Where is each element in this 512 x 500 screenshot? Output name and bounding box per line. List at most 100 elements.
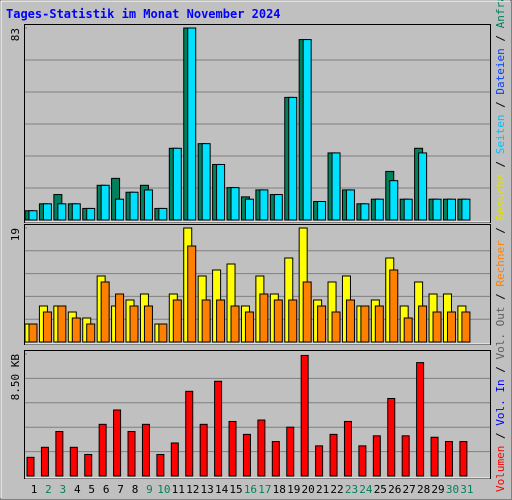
y-tick-label: 8.50 KB <box>9 354 22 401</box>
x-tick-label: 20 <box>302 483 315 496</box>
bar <box>331 152 341 221</box>
bar <box>71 203 81 221</box>
x-tick-label: 3 <box>60 483 67 496</box>
bar <box>86 323 96 343</box>
bar <box>317 305 327 343</box>
bar <box>286 426 295 477</box>
bar <box>242 433 251 477</box>
bar <box>288 96 298 221</box>
bar <box>216 299 226 343</box>
bar <box>360 203 370 221</box>
x-tick-label: 14 <box>215 483 229 496</box>
x-tick-label: 22 <box>330 483 343 496</box>
bar <box>113 409 122 477</box>
bar <box>172 299 182 343</box>
bar <box>446 311 456 343</box>
bar <box>156 453 165 477</box>
legend-separator: / <box>494 154 507 174</box>
bar <box>127 431 136 477</box>
bar <box>216 163 226 221</box>
bar <box>84 453 93 477</box>
bar <box>143 305 153 343</box>
bar <box>158 207 168 221</box>
bar <box>403 317 413 343</box>
x-tick-label: 10 <box>157 483 170 496</box>
bar <box>273 299 283 343</box>
bar <box>40 446 49 477</box>
x-tick-label: 25 <box>374 483 387 496</box>
bar <box>26 456 35 477</box>
bar <box>374 305 384 343</box>
bar <box>115 293 125 343</box>
x-tick-label: 27 <box>403 483 416 496</box>
x-tick-label: 4 <box>74 483 81 496</box>
bar <box>201 299 211 343</box>
bar <box>317 200 327 221</box>
bar <box>158 323 168 343</box>
x-tick-label: 9 <box>146 483 153 496</box>
legend-separator: / <box>494 95 507 115</box>
bar <box>170 442 179 477</box>
bar <box>389 180 399 221</box>
bar <box>187 27 197 221</box>
bar <box>401 435 410 477</box>
x-tick-label: 30 <box>446 483 459 496</box>
bar <box>185 390 194 477</box>
bar <box>100 184 110 221</box>
bar <box>230 187 240 221</box>
legend-separator: / <box>494 426 507 446</box>
legend-item: Dateien <box>494 48 507 94</box>
x-tick-label: 17 <box>258 483 271 496</box>
x-tick-label: 24 <box>359 483 373 496</box>
y-tick-label: 83 <box>9 28 22 41</box>
bar <box>329 433 338 477</box>
x-tick-label: 13 <box>201 483 214 496</box>
bar <box>444 441 453 477</box>
bar <box>28 323 38 343</box>
bar <box>300 354 309 477</box>
bar <box>187 245 197 343</box>
chart-title: Tages-Statistik im Monat November 2024 <box>6 7 281 21</box>
bar <box>57 203 67 221</box>
bar <box>57 305 67 343</box>
bar <box>42 203 52 221</box>
bar <box>201 143 211 221</box>
x-tick-label: 1 <box>31 483 38 496</box>
bar <box>42 311 52 343</box>
x-tick-label: 12 <box>186 483 199 496</box>
x-tick-label: 8 <box>132 483 139 496</box>
x-tick-label: 31 <box>460 483 473 496</box>
bar <box>69 446 78 477</box>
bar <box>100 281 110 343</box>
legend-separator: / <box>494 28 507 48</box>
legend-separator: / <box>494 220 507 240</box>
y-tick-label: 19 <box>9 228 22 241</box>
x-tick-label: 28 <box>417 483 430 496</box>
bar <box>345 299 355 343</box>
bar <box>98 423 107 477</box>
bar <box>271 441 280 477</box>
x-tick-label: 5 <box>88 483 95 496</box>
bar <box>28 210 38 221</box>
x-tick-label: 2 <box>45 483 52 496</box>
bar <box>461 311 471 343</box>
bar <box>259 293 269 343</box>
x-tick-label: 11 <box>172 483 185 496</box>
x-tick-label: 16 <box>244 483 257 496</box>
bar <box>461 198 471 221</box>
bar <box>345 189 355 221</box>
bar <box>418 305 428 343</box>
bar <box>430 436 439 477</box>
bar <box>403 198 413 221</box>
bar <box>360 305 370 343</box>
bar <box>257 419 266 477</box>
x-tick-label: 23 <box>345 483 358 496</box>
bar <box>372 435 381 477</box>
bar <box>288 299 298 343</box>
bar <box>302 281 312 343</box>
x-tick-label: 6 <box>103 483 110 496</box>
bar <box>389 269 399 343</box>
x-tick-label: 19 <box>287 483 300 496</box>
bar <box>432 311 442 343</box>
bar <box>343 420 352 477</box>
